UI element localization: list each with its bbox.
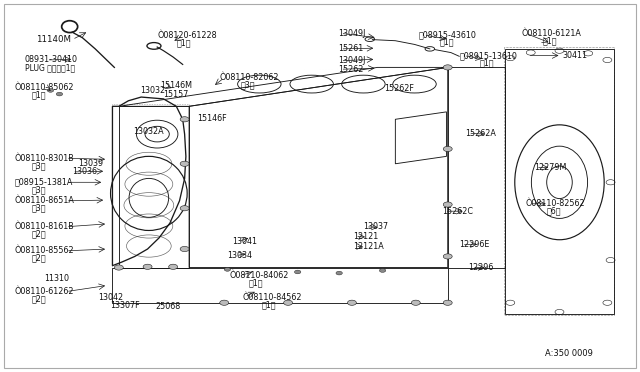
- Circle shape: [224, 267, 230, 271]
- Text: 25068: 25068: [156, 302, 180, 311]
- Text: （6）: （6）: [547, 207, 561, 216]
- Text: ⓜ08915-1381A: ⓜ08915-1381A: [15, 178, 73, 187]
- Text: （1）: （1）: [479, 58, 494, 67]
- Text: 12279M: 12279M: [534, 163, 566, 172]
- Text: Ò08110-8161B: Ò08110-8161B: [15, 222, 74, 231]
- Text: 13032A: 13032A: [134, 126, 164, 136]
- Text: 15157: 15157: [164, 90, 189, 99]
- Circle shape: [180, 206, 189, 211]
- Text: 13036: 13036: [72, 167, 97, 176]
- Text: A:350 0009: A:350 0009: [545, 349, 593, 358]
- Text: （3）: （3）: [31, 185, 46, 194]
- Text: ⓜ08915-43610: ⓜ08915-43610: [419, 30, 477, 39]
- Text: Ò08110-82562: Ò08110-82562: [525, 199, 585, 208]
- Text: （1）: （1）: [440, 38, 454, 47]
- Text: 15262F: 15262F: [384, 84, 413, 93]
- Text: Ò08110-61262: Ò08110-61262: [15, 287, 74, 296]
- Text: ⓜ08915-13610: ⓜ08915-13610: [460, 51, 517, 60]
- Circle shape: [444, 202, 452, 207]
- Circle shape: [348, 300, 356, 305]
- Text: （2）: （2）: [31, 295, 46, 304]
- Text: 13039: 13039: [79, 158, 104, 167]
- Circle shape: [336, 271, 342, 275]
- Text: Ò08110-82062: Ò08110-82062: [219, 73, 278, 82]
- Text: 15146M: 15146M: [161, 81, 193, 90]
- Text: 13049J: 13049J: [338, 56, 365, 65]
- Text: 13037: 13037: [364, 222, 388, 231]
- Text: 13042: 13042: [98, 293, 123, 302]
- Circle shape: [56, 92, 63, 96]
- Text: 13032: 13032: [140, 86, 165, 95]
- Text: 08931-30410: 08931-30410: [25, 55, 78, 64]
- Text: （3）: （3）: [31, 161, 46, 170]
- Text: 15262C: 15262C: [443, 207, 474, 216]
- Text: 11140M: 11140M: [36, 35, 71, 44]
- Text: （1）: （1）: [248, 279, 263, 288]
- Text: Ò08110-85562: Ò08110-85562: [15, 246, 74, 255]
- Circle shape: [47, 89, 54, 92]
- Circle shape: [294, 270, 301, 274]
- Text: （3）: （3）: [31, 204, 46, 213]
- Circle shape: [412, 300, 420, 305]
- Circle shape: [169, 264, 177, 269]
- Circle shape: [180, 117, 189, 122]
- Text: （1）: （1）: [176, 39, 191, 48]
- Text: 12296: 12296: [468, 263, 493, 272]
- Text: Ò08110-8301B: Ò08110-8301B: [15, 154, 74, 163]
- Text: 12121: 12121: [353, 232, 378, 241]
- Text: Ò08110-6121A: Ò08110-6121A: [521, 29, 581, 38]
- Circle shape: [115, 265, 124, 270]
- Text: （1）: （1）: [261, 300, 276, 309]
- Circle shape: [444, 254, 452, 259]
- Text: （1）: （1）: [542, 36, 557, 45]
- Text: 12296E: 12296E: [460, 240, 490, 249]
- Text: 13034: 13034: [227, 251, 252, 260]
- Text: 13049J: 13049J: [338, 29, 365, 38]
- Circle shape: [180, 246, 189, 251]
- Text: 15261: 15261: [338, 44, 363, 53]
- Circle shape: [220, 300, 228, 305]
- Circle shape: [444, 146, 452, 151]
- Text: 13041: 13041: [232, 237, 257, 246]
- Text: 15262: 15262: [338, 65, 364, 74]
- Text: Ò08120-61228: Ò08120-61228: [157, 31, 217, 41]
- Text: 12121A: 12121A: [353, 242, 384, 251]
- Text: Ò08110-84562: Ò08110-84562: [242, 293, 301, 302]
- Circle shape: [143, 264, 152, 269]
- Text: 30411: 30411: [563, 51, 588, 60]
- Circle shape: [380, 269, 386, 272]
- Circle shape: [444, 300, 452, 305]
- Text: 15146F: 15146F: [197, 114, 227, 123]
- Text: Ò08110-85062: Ò08110-85062: [15, 83, 74, 92]
- Text: 15262A: 15262A: [466, 129, 497, 138]
- Text: Ò08110-84062: Ò08110-84062: [229, 271, 289, 280]
- Text: PLUG プラグ（1）: PLUG プラグ（1）: [25, 64, 75, 73]
- Circle shape: [180, 161, 189, 166]
- Text: 11310: 11310: [44, 274, 69, 283]
- Text: （2）: （2）: [31, 254, 46, 263]
- Text: （3）: （3）: [240, 81, 255, 90]
- Text: 13307F: 13307F: [111, 301, 140, 310]
- Text: （2）: （2）: [31, 230, 46, 239]
- Text: Ò08110-8651A: Ò08110-8651A: [15, 196, 75, 205]
- Text: （1）: （1）: [31, 91, 46, 100]
- Circle shape: [284, 300, 292, 305]
- Circle shape: [444, 65, 452, 70]
